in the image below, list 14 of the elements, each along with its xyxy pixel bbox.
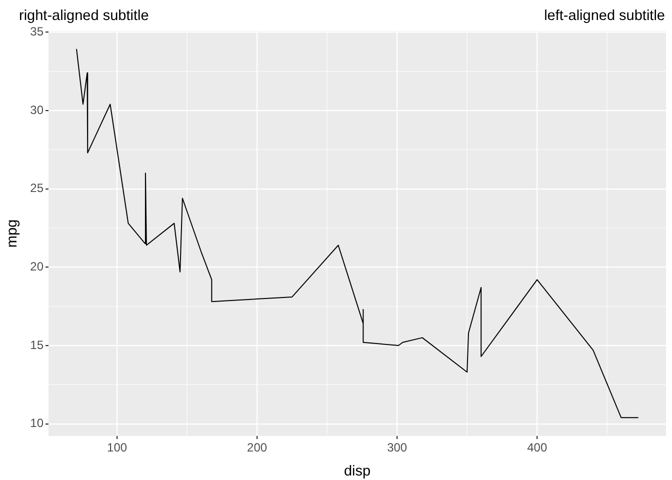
- x-tick-label: 300: [387, 440, 408, 455]
- x-tick-label: 100: [107, 440, 128, 455]
- x-tick-label: 400: [527, 440, 548, 455]
- chart-title: right-aligned subtitle: [19, 7, 149, 25]
- y-tick-label: 20: [30, 259, 44, 274]
- chart-subtitle: left-aligned subtitle: [544, 7, 665, 25]
- y-tick-label: 15: [30, 338, 44, 352]
- y-tick-label: 25: [30, 181, 44, 196]
- y-tick-label: 30: [30, 102, 44, 117]
- x-tick-label: 200: [247, 440, 268, 455]
- y-tick-label: 10: [30, 416, 44, 430]
- y-axis-title: mpg: [4, 219, 21, 248]
- y-tick-label: 35: [30, 24, 44, 38]
- x-axis-title: disp: [344, 463, 371, 480]
